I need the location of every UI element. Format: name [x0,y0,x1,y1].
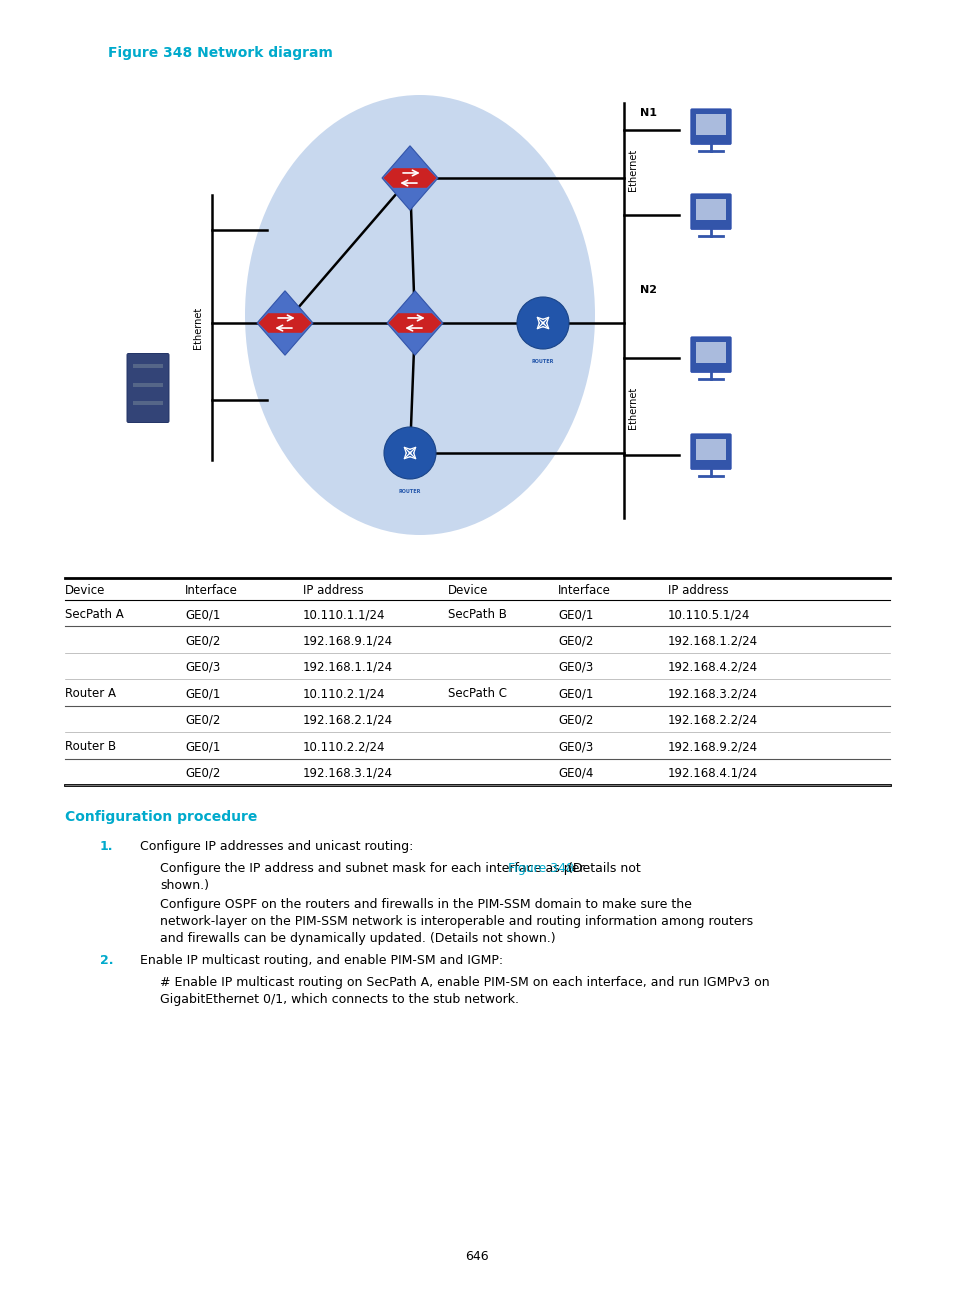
Text: network-layer on the PIM-SSM network is interoperable and routing information am: network-layer on the PIM-SSM network is … [160,915,752,928]
Text: Device: Device [65,584,105,597]
Text: ROUTER: ROUTER [531,359,554,364]
Text: SecPath B: SecPath B [448,608,506,621]
Text: 10.110.2.1/24: 10.110.2.1/24 [303,687,385,700]
Text: Ethernet: Ethernet [627,388,638,429]
Bar [133,402,163,406]
Bar [696,114,725,135]
Text: Ethernet: Ethernet [193,307,203,349]
Text: 192.168.4.1/24: 192.168.4.1/24 [667,767,758,780]
Bar [696,200,725,220]
FancyBboxPatch shape [690,337,730,372]
Text: GE0/2: GE0/2 [185,714,220,727]
Text: 10.110.1.1/24: 10.110.1.1/24 [303,608,385,621]
Text: GE0/1: GE0/1 [558,687,593,700]
Text: 192.168.3.1/24: 192.168.3.1/24 [303,767,393,780]
Bar [696,342,725,363]
Text: GE0/3: GE0/3 [185,661,220,674]
FancyBboxPatch shape [127,354,169,422]
Text: 192.168.1.1/24: 192.168.1.1/24 [303,661,393,674]
Text: Ethernet: Ethernet [627,149,638,191]
Polygon shape [381,146,437,210]
Bar [133,382,163,388]
Text: GE0/4: GE0/4 [558,767,593,780]
Text: ROUTER: ROUTER [398,490,420,494]
Text: SecPath A: SecPath A [65,608,124,621]
Polygon shape [383,168,436,188]
FancyBboxPatch shape [690,194,730,229]
Polygon shape [387,290,442,355]
Text: GigabitEthernet 0/1, which connects to the stub network.: GigabitEthernet 0/1, which connects to t… [160,993,518,1006]
Text: 2.: 2. [100,954,113,967]
Text: 192.168.2.1/24: 192.168.2.1/24 [303,714,393,727]
Text: GE0/3: GE0/3 [558,740,593,753]
Text: shown.): shown.) [160,879,209,892]
Text: Figure 348 Network diagram: Figure 348 Network diagram [108,45,333,60]
Text: Interface: Interface [558,584,610,597]
Polygon shape [258,314,312,333]
FancyBboxPatch shape [690,109,730,144]
Text: GE0/2: GE0/2 [185,767,220,780]
Text: 192.168.1.2/24: 192.168.1.2/24 [667,635,758,648]
Text: Configure OSPF on the routers and firewalls in the PIM-SSM domain to make sure t: Configure OSPF on the routers and firewa… [160,898,691,911]
Text: Router B: Router B [65,740,116,753]
Text: and firewalls can be dynamically updated. (Details not shown.): and firewalls can be dynamically updated… [160,932,555,945]
Text: GE0/1: GE0/1 [185,608,220,621]
Text: GE0/1: GE0/1 [185,687,220,700]
Text: IP address: IP address [303,584,363,597]
Text: 1.: 1. [100,840,113,853]
Text: # Enable IP multicast routing on SecPath A, enable PIM-SM on each interface, and: # Enable IP multicast routing on SecPath… [160,976,769,989]
Ellipse shape [245,95,595,535]
FancyBboxPatch shape [690,434,730,469]
Text: GE0/1: GE0/1 [558,608,593,621]
Text: SecPath C: SecPath C [448,687,506,700]
Text: 192.168.3.2/24: 192.168.3.2/24 [667,687,758,700]
Text: N2: N2 [639,285,657,295]
Text: 646: 646 [465,1249,488,1262]
Bar [696,439,725,460]
Text: GE0/3: GE0/3 [558,661,593,674]
Text: 192.168.2.2/24: 192.168.2.2/24 [667,714,758,727]
Polygon shape [388,314,441,333]
Text: Router A: Router A [65,687,116,700]
Text: GE0/2: GE0/2 [558,635,593,648]
Text: Configuration procedure: Configuration procedure [65,810,257,824]
Polygon shape [256,290,313,355]
Text: GE0/1: GE0/1 [185,740,220,753]
Text: GE0/2: GE0/2 [558,714,593,727]
Text: 192.168.9.1/24: 192.168.9.1/24 [303,635,393,648]
Text: IP address: IP address [667,584,728,597]
Text: Configure the IP address and subnet mask for each interface as per: Configure the IP address and subnet mask… [160,862,588,875]
Circle shape [384,426,436,480]
Text: Interface: Interface [185,584,237,597]
Text: 192.168.9.2/24: 192.168.9.2/24 [667,740,758,753]
Text: 10.110.2.2/24: 10.110.2.2/24 [303,740,385,753]
Text: . (Details not: . (Details not [559,862,640,875]
Text: Figure 348: Figure 348 [508,862,574,875]
Bar [133,364,163,368]
Text: 10.110.5.1/24: 10.110.5.1/24 [667,608,750,621]
Text: N1: N1 [639,108,657,118]
Text: 192.168.4.2/24: 192.168.4.2/24 [667,661,758,674]
Circle shape [517,297,568,349]
Text: GE0/2: GE0/2 [185,635,220,648]
Text: Device: Device [448,584,488,597]
Text: Configure IP addresses and unicast routing:: Configure IP addresses and unicast routi… [140,840,413,853]
Text: Enable IP multicast routing, and enable PIM-SM and IGMP:: Enable IP multicast routing, and enable … [140,954,502,967]
